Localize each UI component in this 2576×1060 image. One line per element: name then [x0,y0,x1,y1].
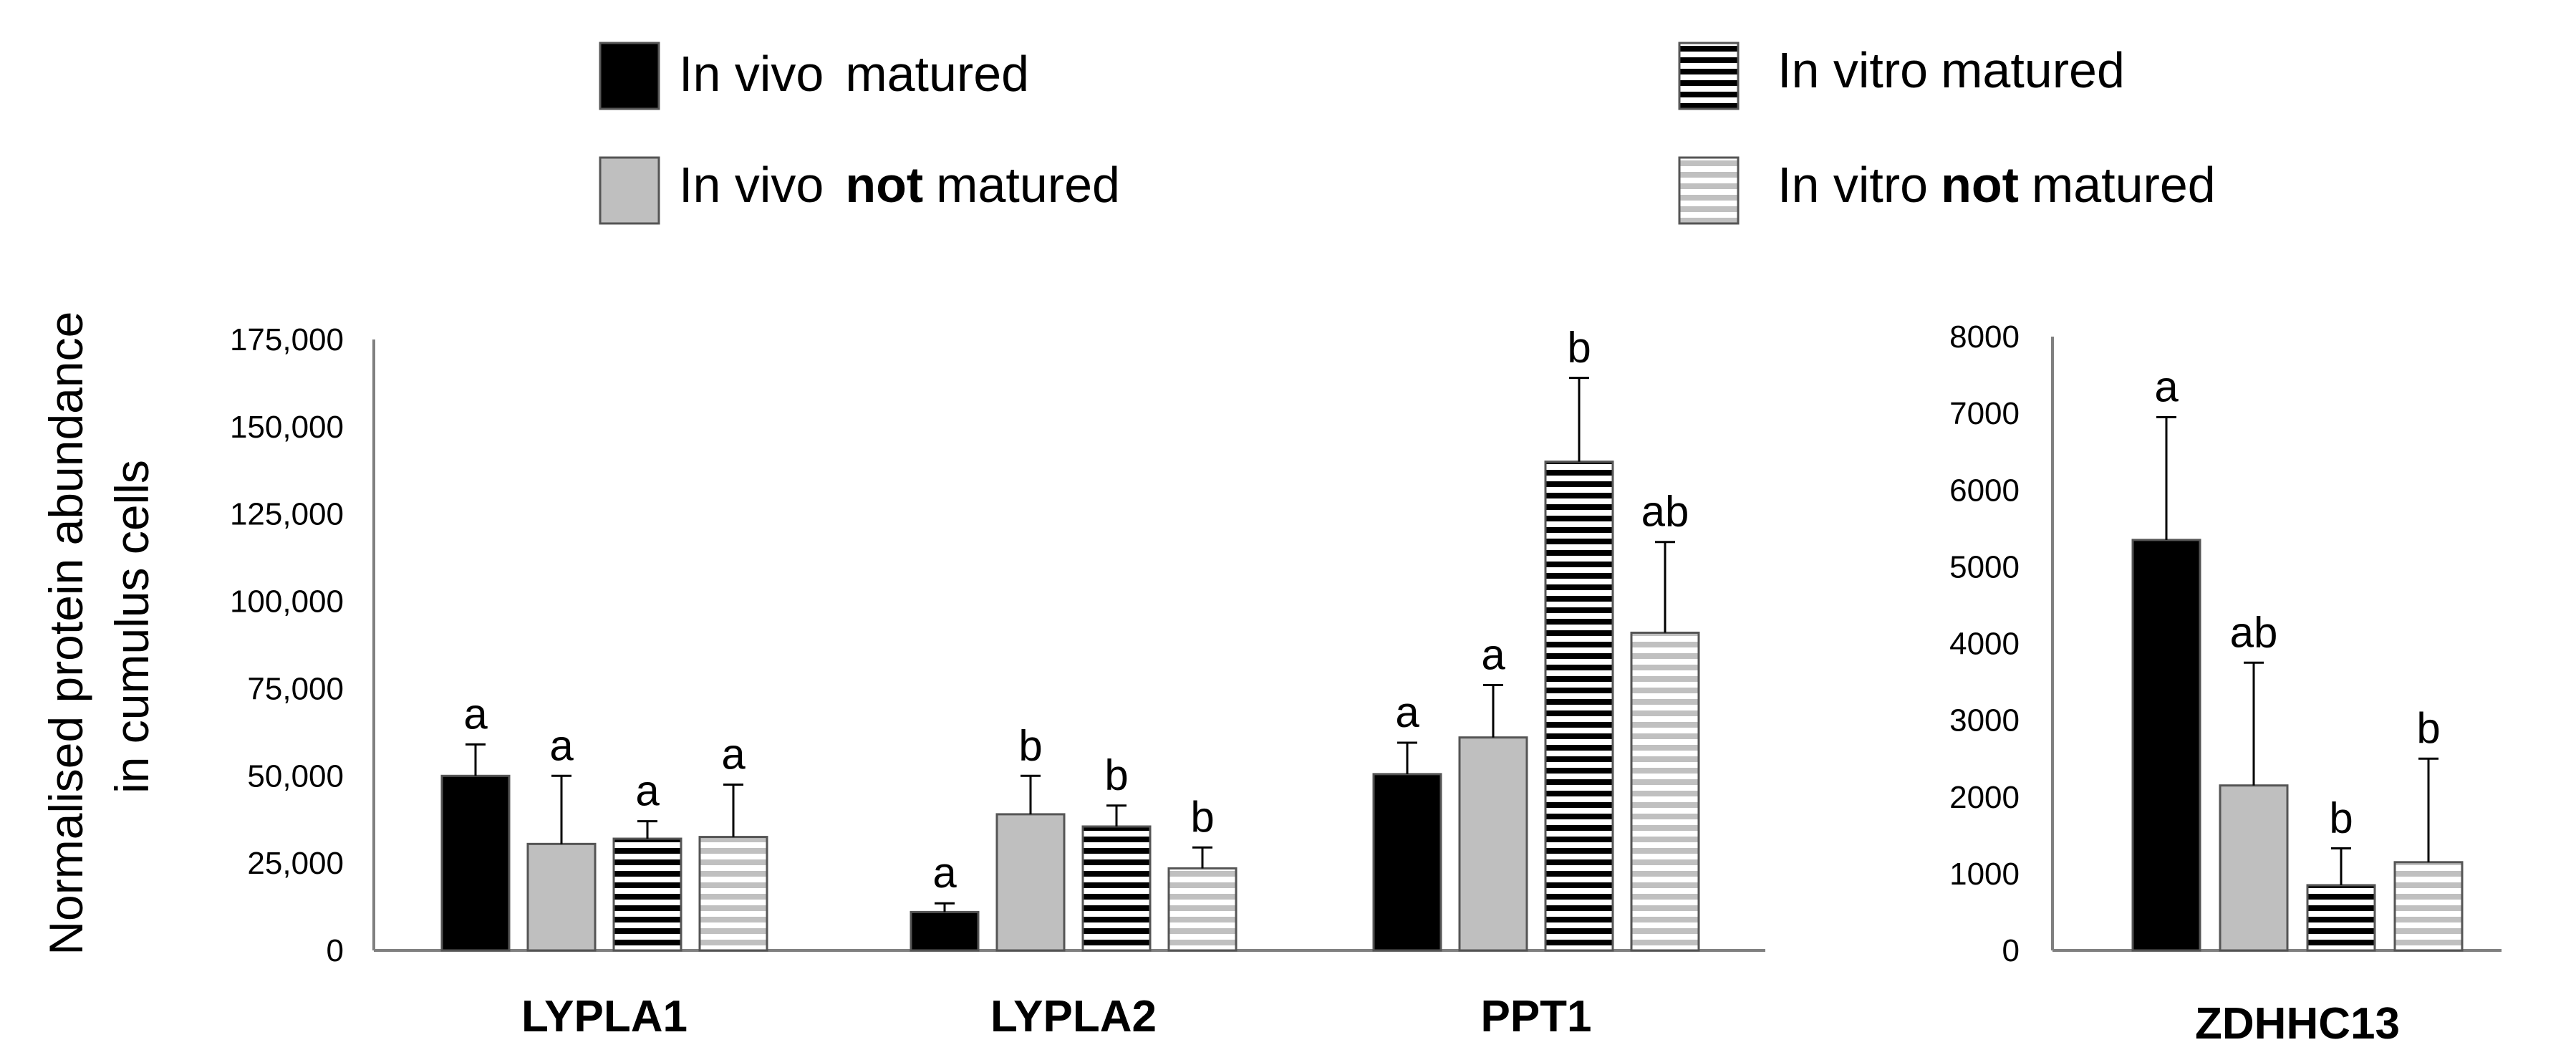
legend-label-bold: not [1941,157,2019,213]
bar-in-vitro-not-matured-lypla1 [698,836,768,952]
y-tick-label: 5000 [1949,549,2020,584]
bar-in-vitro-not-matured-lypla2 [1167,867,1238,952]
y-axis-label: Normalised protein abundance in cumulus … [39,298,158,955]
significance-label: b [2329,794,2353,842]
bar-in-vivo-matured-zdhhc13 [2131,539,2201,952]
y-tick-label: 0 [327,933,344,968]
legend-item-in-vivo-not-matured: In vivo not matured [599,156,1120,225]
chart-right-zdhhc13: 0 1000 2000 3000 4000 5000 6000 7000 8000 a ab b b ZD… [1949,319,2502,1049]
legend-label-main: In vitro [1777,42,1928,98]
bar-in-vivo-not-matured-ppt1 [1458,736,1528,952]
legend-label-rest: matured [2032,157,2216,213]
bar-in-vitro-matured-lypla1 [612,837,682,952]
legend-swatch-in-vivo-matured [599,42,660,110]
legend-label-main: In vivo [679,46,824,102]
y-tick-label: 4000 [1949,627,2020,662]
legend-swatch-in-vivo-not-matured [599,156,660,225]
significance-label: a [635,767,660,815]
y-tick-label: 8000 [1949,319,2020,355]
significance-label: b [1190,793,1214,841]
significance-label: a [1395,688,1419,736]
significance-label: ab [2230,608,2278,656]
significance-label: b [1018,721,1042,769]
significance-label: a [463,690,488,738]
y-axis-label-line2: in cumulus cells [105,460,158,794]
y-tick-label: 1000 [1949,857,2020,892]
significance-label: a [549,721,574,769]
y-tick-label: 25,000 [247,846,344,881]
bar-in-vivo-matured-lypla1 [440,774,511,952]
bar-in-vivo-not-matured-lypla1 [526,842,597,952]
y-tick-label: 3000 [1949,703,2020,738]
y-tick-label: 6000 [1949,473,2020,508]
y-tick-label: 175,000 [230,322,344,357]
y-tick-label: 75,000 [247,671,344,706]
legend-label-rest: matured [845,46,1029,102]
legend-label-rest: matured [1941,42,2125,98]
significance-label: ab [1641,488,1689,536]
significance-label: b [1104,751,1128,799]
legend-label-rest: matured [936,157,1120,213]
bar-in-vitro-not-matured-ppt1 [1630,631,1700,952]
y-tick-label: 125,000 [230,497,344,532]
significance-label: a [1481,631,1505,679]
bar-in-vivo-matured-ppt1 [1372,773,1442,952]
y-tick-label: 0 [2002,933,2020,968]
y-tick-label: 50,000 [247,758,344,794]
legend-label-main: In vivo [679,157,824,213]
legend-swatch-in-vitro-matured [1678,42,1740,110]
category-label-zdhhc13: ZDHHC13 [2195,999,2400,1049]
legend-label-bold: not [845,157,923,213]
category-label-lypla1: LYPLA1 [521,992,688,1041]
significance-label: a [721,730,746,778]
legend-item-in-vitro-matured: In vitro matured [1678,42,2125,110]
y-tick-label: 150,000 [230,410,344,445]
legend-item-in-vivo-matured: In vivo matured [599,42,1029,110]
chart-left-lypla-ppt1: 0 25,000 50,000 75,000 100,000 125,000 150,000… [230,322,1765,1041]
significance-label: b [1567,324,1591,372]
category-label-lypla2: LYPLA2 [990,992,1157,1041]
y-tick-label: 7000 [1949,396,2020,431]
significance-label: a [932,849,957,897]
y-tick-label: 100,000 [230,584,344,620]
category-label-ppt1: PPT1 [1480,992,1591,1041]
legend-swatch-in-vitro-not-matured [1678,156,1740,225]
bar-in-vivo-matured-lypla2 [910,910,980,952]
legend-label-main: In vitro [1777,157,1928,213]
y-axis-label-line1: Normalised protein abundance [39,312,92,955]
bar-in-vitro-matured-zdhhc13 [2306,884,2376,952]
bar-in-vitro-not-matured-zdhhc13 [2393,861,2464,952]
bar-in-vivo-not-matured-lypla2 [995,813,1066,952]
bar-in-vivo-not-matured-zdhhc13 [2219,784,2289,952]
legend-item-in-vitro-not-matured: In vitro not matured [1678,156,2216,225]
bar-in-vitro-matured-lypla2 [1081,825,1152,952]
significance-label: a [2154,362,2179,410]
bar-in-vitro-matured-ppt1 [1544,461,1614,952]
significance-label: b [2416,704,2440,752]
y-tick-label: 2000 [1949,780,2020,815]
legend: In vivo matured In vitro matured In vivo no… [599,42,2216,225]
